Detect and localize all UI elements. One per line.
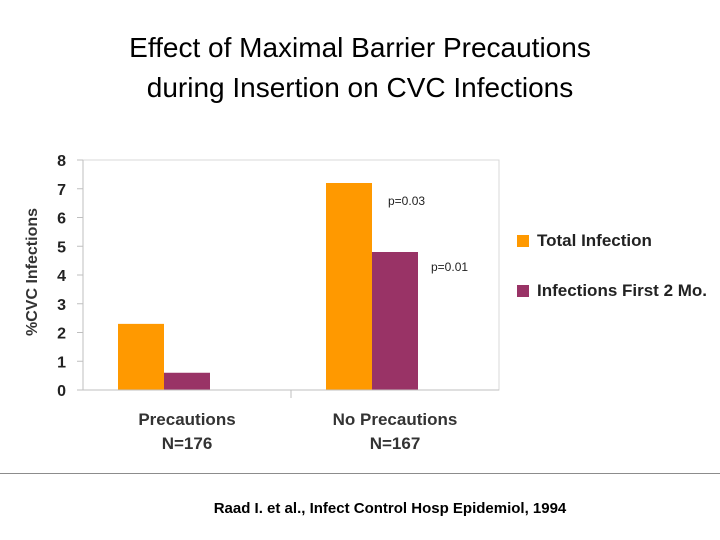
title-line-1: Effect of Maximal Barrier Precautions	[129, 32, 591, 63]
y-tick-label: 7	[57, 182, 66, 199]
footer-divider	[0, 473, 720, 474]
category-label: Precautions	[138, 410, 235, 429]
y-tick-label: 0	[57, 383, 66, 400]
y-axis-label: %CVC Infections	[24, 208, 41, 336]
title-line-2: during Insertion on CVC Infections	[146, 72, 574, 103]
legend-item-total: Total Infection	[517, 230, 717, 252]
slide-title: Effect of Maximal Barrier Precautions du…	[0, 28, 720, 108]
bars	[118, 183, 418, 390]
y-tick-label: 3	[57, 297, 66, 314]
category-label: No Precautions	[333, 410, 458, 429]
y-tick-label: 2	[57, 326, 66, 343]
p-value-total: p=0.03	[388, 194, 425, 208]
y-tick-label: 4	[57, 268, 66, 285]
legend-label-total: Total Infection	[537, 231, 652, 250]
bar-first-2mo-0	[164, 372, 210, 390]
legend-item-first-2mo: Infections First 2 Mo.	[517, 280, 717, 302]
category-sample-size: N=176	[162, 434, 213, 453]
y-tick-label: 1	[57, 354, 66, 371]
legend: Total Infection Infections First 2 Mo.	[517, 230, 717, 330]
y-tick-label: 8	[57, 153, 66, 170]
y-tick-label: 6	[57, 211, 66, 228]
bar-total-0	[118, 323, 164, 390]
citation: Raad I. et al., Infect Control Hosp Epid…	[213, 500, 567, 517]
bar-chart: 0 1 2 3 4 5 6 7 8 Precautions N=176 No Precautions…	[24, 153, 500, 453]
y-axis-ticks: 0 1 2 3 4 5 6 7 8	[57, 153, 83, 400]
bar-first-2mo-1	[372, 252, 418, 390]
bar-total-1	[326, 183, 372, 390]
legend-swatch-total	[517, 235, 529, 247]
p-value-first-2mo: p=0.01	[431, 260, 468, 274]
legend-swatch-first-2mo	[517, 285, 529, 297]
x-axis-labels: Precautions N=176 No Precautions N=167	[138, 410, 457, 453]
legend-label-first-2mo: Infections First 2 Mo.	[537, 281, 708, 300]
category-sample-size: N=167	[370, 434, 421, 453]
y-tick-label: 5	[57, 239, 66, 256]
